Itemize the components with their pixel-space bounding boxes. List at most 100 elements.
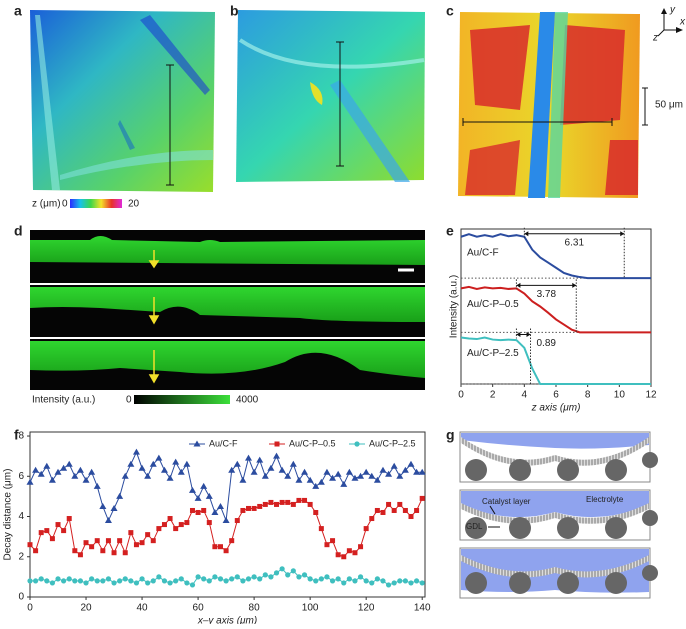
x-axis-label: x–y axis (μm) xyxy=(197,616,257,624)
marker xyxy=(33,548,39,554)
panel-letter: e xyxy=(446,223,454,239)
marker xyxy=(127,460,135,467)
marker xyxy=(223,578,229,584)
marker xyxy=(161,522,167,528)
marker xyxy=(177,468,185,475)
marker xyxy=(357,574,364,580)
marker xyxy=(89,576,95,582)
marker xyxy=(133,542,139,548)
plot-frame xyxy=(29,431,426,598)
marker xyxy=(329,578,336,584)
marker xyxy=(139,576,145,582)
marker xyxy=(246,505,252,511)
marker xyxy=(313,509,319,515)
legend-label: Au/C-F xyxy=(209,438,238,448)
marker xyxy=(105,538,111,544)
marker xyxy=(374,507,380,513)
x-tick-label: 12 xyxy=(645,390,657,401)
marker xyxy=(178,522,184,528)
marker xyxy=(341,554,347,560)
marker xyxy=(240,578,246,584)
marker xyxy=(88,468,96,475)
marker xyxy=(60,464,68,471)
marker xyxy=(167,580,173,586)
marker xyxy=(145,532,151,538)
marker xyxy=(414,507,420,513)
marker xyxy=(418,468,426,475)
marker xyxy=(61,528,67,534)
marker xyxy=(217,544,223,550)
marker xyxy=(206,520,212,526)
marker xyxy=(27,578,33,584)
marker xyxy=(201,576,207,582)
marker xyxy=(94,578,100,584)
marker xyxy=(390,462,398,469)
marker xyxy=(391,580,397,586)
marker xyxy=(346,576,352,582)
marker xyxy=(285,499,291,505)
marker xyxy=(374,576,380,582)
marker xyxy=(116,492,124,499)
marker xyxy=(229,576,235,582)
marker xyxy=(223,548,229,554)
x-tick-label: 120 xyxy=(358,603,375,614)
marker xyxy=(111,580,117,586)
marker xyxy=(122,550,128,556)
marker xyxy=(330,538,336,544)
marker xyxy=(178,576,184,582)
colorbar-min: 0 xyxy=(62,199,68,210)
series-line xyxy=(29,450,423,522)
y-axis-label: Decay distance (μm) xyxy=(3,469,14,561)
marker xyxy=(250,468,258,475)
marker xyxy=(117,538,123,544)
legend-label: Au/C-P–0.5 xyxy=(289,438,336,448)
schematic-label: GDL xyxy=(466,522,483,531)
marker xyxy=(239,476,247,483)
marker xyxy=(38,576,44,582)
marker xyxy=(391,507,397,513)
x-tick-label: 0 xyxy=(27,603,33,614)
marker xyxy=(335,552,341,558)
marker xyxy=(72,548,78,554)
marker xyxy=(273,452,281,459)
marker xyxy=(117,578,123,584)
marker xyxy=(83,580,89,586)
marker xyxy=(111,550,117,556)
fluorescence-images xyxy=(30,230,425,390)
marker xyxy=(66,516,72,522)
marker xyxy=(44,528,50,534)
marker xyxy=(329,474,337,481)
marker xyxy=(352,550,358,556)
marker xyxy=(307,576,313,582)
marker xyxy=(324,542,330,548)
marker xyxy=(205,492,213,499)
marker xyxy=(413,578,420,584)
marker xyxy=(346,548,352,554)
marker xyxy=(104,517,112,524)
height-colorbar: z (μm) 0 20 xyxy=(32,199,140,210)
marker xyxy=(83,540,89,546)
marker xyxy=(100,548,106,554)
marker xyxy=(278,466,286,473)
panel-letter: c xyxy=(446,3,454,19)
x-tick-label: 40 xyxy=(136,603,148,614)
annotation-label: 6.31 xyxy=(565,237,585,248)
y-tick-label: 4 xyxy=(18,511,24,522)
marker xyxy=(184,520,190,526)
marker xyxy=(345,468,353,475)
marker xyxy=(188,486,196,493)
marker xyxy=(32,466,40,473)
marker xyxy=(245,454,253,461)
marker xyxy=(173,578,179,584)
marker xyxy=(368,472,376,479)
x-tick-label: 2 xyxy=(490,390,496,401)
marker xyxy=(183,460,191,467)
marker xyxy=(139,540,145,546)
marker xyxy=(408,514,414,520)
legend-marker xyxy=(274,441,280,447)
marker xyxy=(385,582,392,588)
marker xyxy=(285,572,291,578)
marker xyxy=(121,472,129,479)
marker xyxy=(380,578,386,584)
height-map-c: y x z 50 μm xyxy=(458,5,686,198)
